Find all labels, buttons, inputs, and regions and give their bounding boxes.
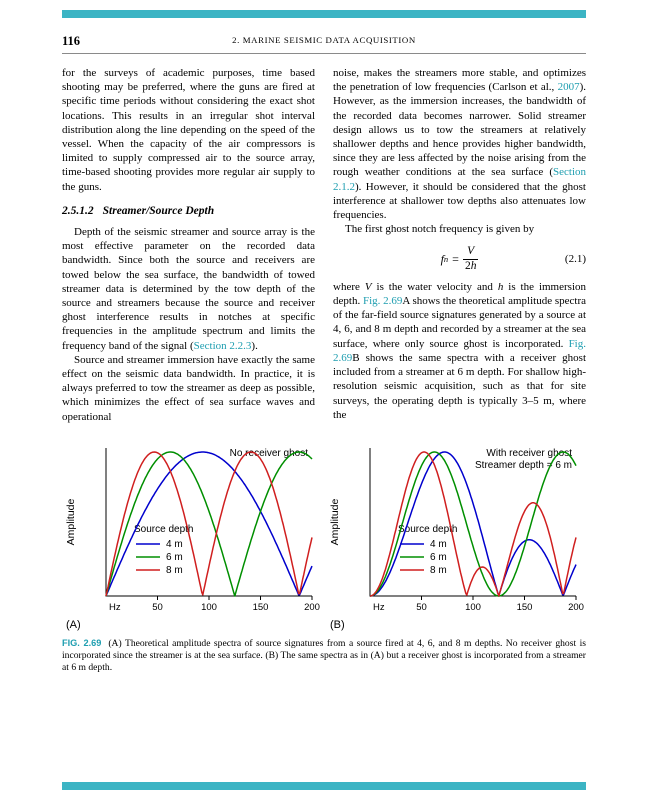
paragraph: noise, makes the streamers more stable, … <box>333 66 586 222</box>
paragraph: Source and streamer immersion have exact… <box>62 353 315 424</box>
equals-sign: = <box>452 252 459 267</box>
svg-text:Hz: Hz <box>109 602 121 613</box>
page-header: 116 2. MARINE SEISMIC DATA ACQUISITION <box>62 32 586 54</box>
fraction-numerator: V <box>467 245 475 258</box>
text-segment: where <box>333 280 365 293</box>
svg-text:(B): (B) <box>330 619 345 631</box>
text-segment: noise, makes the streamers more stable, … <box>333 67 586 94</box>
svg-text:150: 150 <box>517 602 533 613</box>
cross-reference-link[interactable]: Fig. 2.69 <box>362 295 403 308</box>
top-accent-bar <box>62 10 586 18</box>
svg-text:6 m: 6 m <box>166 552 183 563</box>
text-segment: Depth of the seismic streamer and source… <box>62 226 315 352</box>
paragraph: Depth of the seismic streamer and source… <box>62 225 315 353</box>
equation-variable: f <box>440 252 444 267</box>
svg-text:Source depth: Source depth <box>398 524 458 535</box>
cross-reference-link[interactable]: Fig. 2.69 <box>333 337 586 364</box>
column-right: noise, makes the streamers more stable, … <box>333 66 586 424</box>
text-segment: B shows the same spectra with a receiver… <box>333 351 586 421</box>
svg-text:(A): (A) <box>66 619 81 631</box>
text-segment: ). <box>251 339 258 352</box>
section-heading: 2.5.1.2 Streamer/Source Depth <box>62 204 315 218</box>
svg-text:No receiver ghost: No receiver ghost <box>230 448 309 459</box>
svg-text:Source depth: Source depth <box>134 524 194 535</box>
text-segment: Source and streamer immersion have exact… <box>62 353 315 423</box>
svg-text:8 m: 8 m <box>430 565 447 576</box>
caption-label[interactable]: FIG. 2.69 <box>62 637 102 648</box>
paragraph: for the surveys of academic purposes, ti… <box>62 66 315 194</box>
text-segment: is the immersion depth. <box>333 280 586 308</box>
cross-reference-link[interactable]: Section 2.1.2 <box>333 166 586 193</box>
svg-text:6 m: 6 m <box>430 552 447 563</box>
chart-panels: 50 100 150 200 Hz Amplitude No receiver ghost S… <box>62 434 586 632</box>
text-columns: for the surveys of academic purposes, ti… <box>62 66 586 424</box>
svg-text:Hz: Hz <box>373 602 385 613</box>
svg-text:4 m: 4 m <box>166 539 183 550</box>
text-segment: ). However, as the immersion increases, … <box>333 81 586 179</box>
figure-2-69: 50 100 150 200 Hz Amplitude No receiver ghost S… <box>62 434 586 675</box>
text-segment: h <box>497 280 504 293</box>
svg-text:200: 200 <box>304 602 320 613</box>
svg-text:Amplitude: Amplitude <box>329 498 341 545</box>
svg-text:200: 200 <box>568 602 584 613</box>
equation-subscript: n <box>443 254 449 265</box>
column-left: for the surveys of academic purposes, ti… <box>62 66 315 424</box>
paragraph: The first ghost notch frequency is given… <box>345 223 535 236</box>
equation: f n = V 2h (2.1) <box>333 245 586 272</box>
text-segment: is the water velocity and <box>371 280 498 293</box>
text-segment: A shows the theoretical amplitude spectr… <box>333 295 586 350</box>
cross-reference-link[interactable]: 2007 <box>557 81 580 94</box>
svg-text:150: 150 <box>253 602 269 613</box>
svg-text:50: 50 <box>416 602 427 613</box>
svg-text:With receiver ghost: With receiver ghost <box>486 448 572 459</box>
equation-body: f n = V 2h <box>441 245 479 272</box>
bottom-accent-bar <box>62 782 586 790</box>
chart-panel-b: 50 100 150 200 Hz Amplitude With receiver ghos… <box>329 447 584 631</box>
text-segment: for the surveys of academic purposes, ti… <box>62 67 315 193</box>
svg-text:4 m: 4 m <box>430 539 447 550</box>
chart-panel-a: 50 100 150 200 Hz Amplitude No receiver ghost S… <box>65 447 320 631</box>
text-segment: V <box>364 280 372 293</box>
text-segment: ). However, it should be considered that… <box>333 180 586 222</box>
running-head: 2. MARINE SEISMIC DATA ACQUISITION <box>232 35 416 45</box>
svg-text:100: 100 <box>465 602 481 613</box>
page-number: 116 <box>62 34 81 48</box>
figure-caption: FIG. 2.69 (A) Theoretical amplitude spect… <box>62 637 586 675</box>
svg-text:8 m: 8 m <box>166 565 183 576</box>
section-number: 2.5.1.2 <box>62 204 94 217</box>
svg-text:100: 100 <box>201 602 217 613</box>
svg-text:Streamer depth = 6 m: Streamer depth = 6 m <box>475 460 572 471</box>
svg-text:50: 50 <box>152 602 163 613</box>
fraction-denominator: 2h <box>462 258 479 272</box>
cross-reference-link[interactable]: Section 2.2.3 <box>193 339 252 352</box>
section-title: Streamer/Source Depth <box>102 204 215 217</box>
fraction: V 2h <box>462 245 479 272</box>
paragraph: where V is the water velocity and h is t… <box>333 280 586 422</box>
svg-text:Amplitude: Amplitude <box>65 498 77 545</box>
caption-text: (A) Theoretical amplitude spectra of sou… <box>62 637 586 674</box>
equation-number: (2.1) <box>564 253 586 266</box>
